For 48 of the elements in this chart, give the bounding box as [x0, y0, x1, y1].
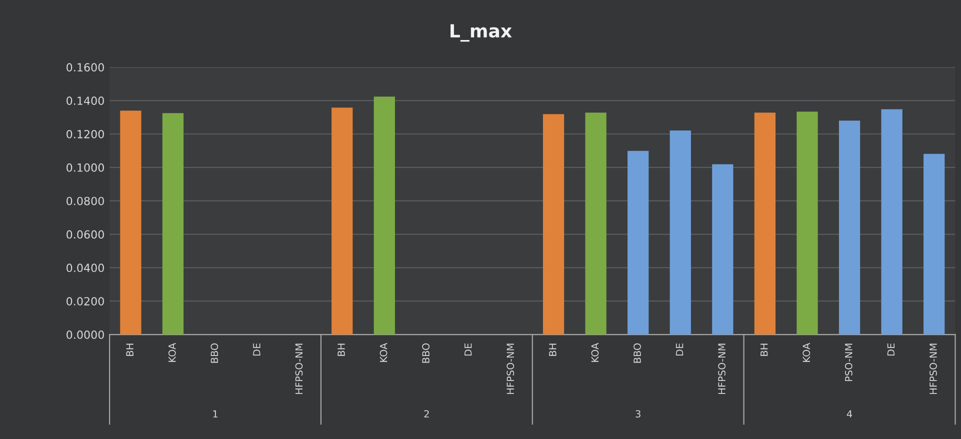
bar [585, 112, 606, 335]
text: 1 [213, 410, 218, 418]
y-tick-label: 0.0200 [66, 297, 104, 306]
x-tick-label: DE [676, 343, 684, 356]
x-tick-label: BH [760, 344, 768, 356]
text: 2 [424, 410, 429, 418]
x-tick-label: BBO [634, 343, 641, 363]
y-tick-label: 0.0800 [66, 196, 104, 206]
x-tick-label: KOA [591, 342, 599, 362]
x-tick-label: BBO [422, 343, 430, 363]
text: 3 [636, 410, 640, 418]
y-tick-label: 0.1600 [66, 63, 104, 72]
x-tick-label: HFPSO-NM [930, 344, 937, 394]
x-tick-label: BH [338, 344, 345, 356]
bar [838, 120, 860, 335]
y-tick-label: 0.0000 [66, 330, 104, 339]
bar [670, 130, 691, 335]
y-tick-label: 0.1400 [66, 96, 104, 105]
y-tick-label: 0.0600 [66, 230, 104, 239]
chart-title: L_max [450, 24, 512, 42]
x-tick-label: BH [126, 344, 134, 356]
bar [374, 96, 395, 335]
bar [881, 109, 902, 335]
bar [924, 154, 945, 335]
y-tick-label: 0.1000 [66, 163, 104, 172]
y-tick-label: 0.1200 [66, 130, 104, 138]
x-tick-label: DE [464, 343, 472, 356]
text: 4 [846, 410, 852, 418]
bar [120, 110, 142, 335]
bar [628, 150, 649, 335]
x-tick-label: HFPSO-NM [506, 344, 514, 394]
x-tick-label: BH [549, 344, 556, 356]
x-tick-label: KOA [802, 342, 810, 362]
x-tick-label: KOA [168, 342, 176, 362]
x-tick-label: PSO-NM [844, 344, 852, 382]
bar [542, 114, 564, 335]
x-tick-label: DE [887, 343, 894, 356]
bar [162, 113, 184, 335]
bar [796, 112, 818, 335]
bar [754, 112, 776, 335]
y-tick-label: 0.0400 [66, 264, 104, 272]
x-tick-label: BBO [210, 343, 218, 363]
bar [332, 108, 353, 335]
bar [712, 164, 734, 335]
x-tick-label: HFPSO-NM [718, 344, 726, 394]
x-tick-label: HFPSO-NM [295, 344, 303, 394]
x-tick-label: DE [253, 343, 260, 356]
x-tick-label: KOA [380, 342, 388, 362]
